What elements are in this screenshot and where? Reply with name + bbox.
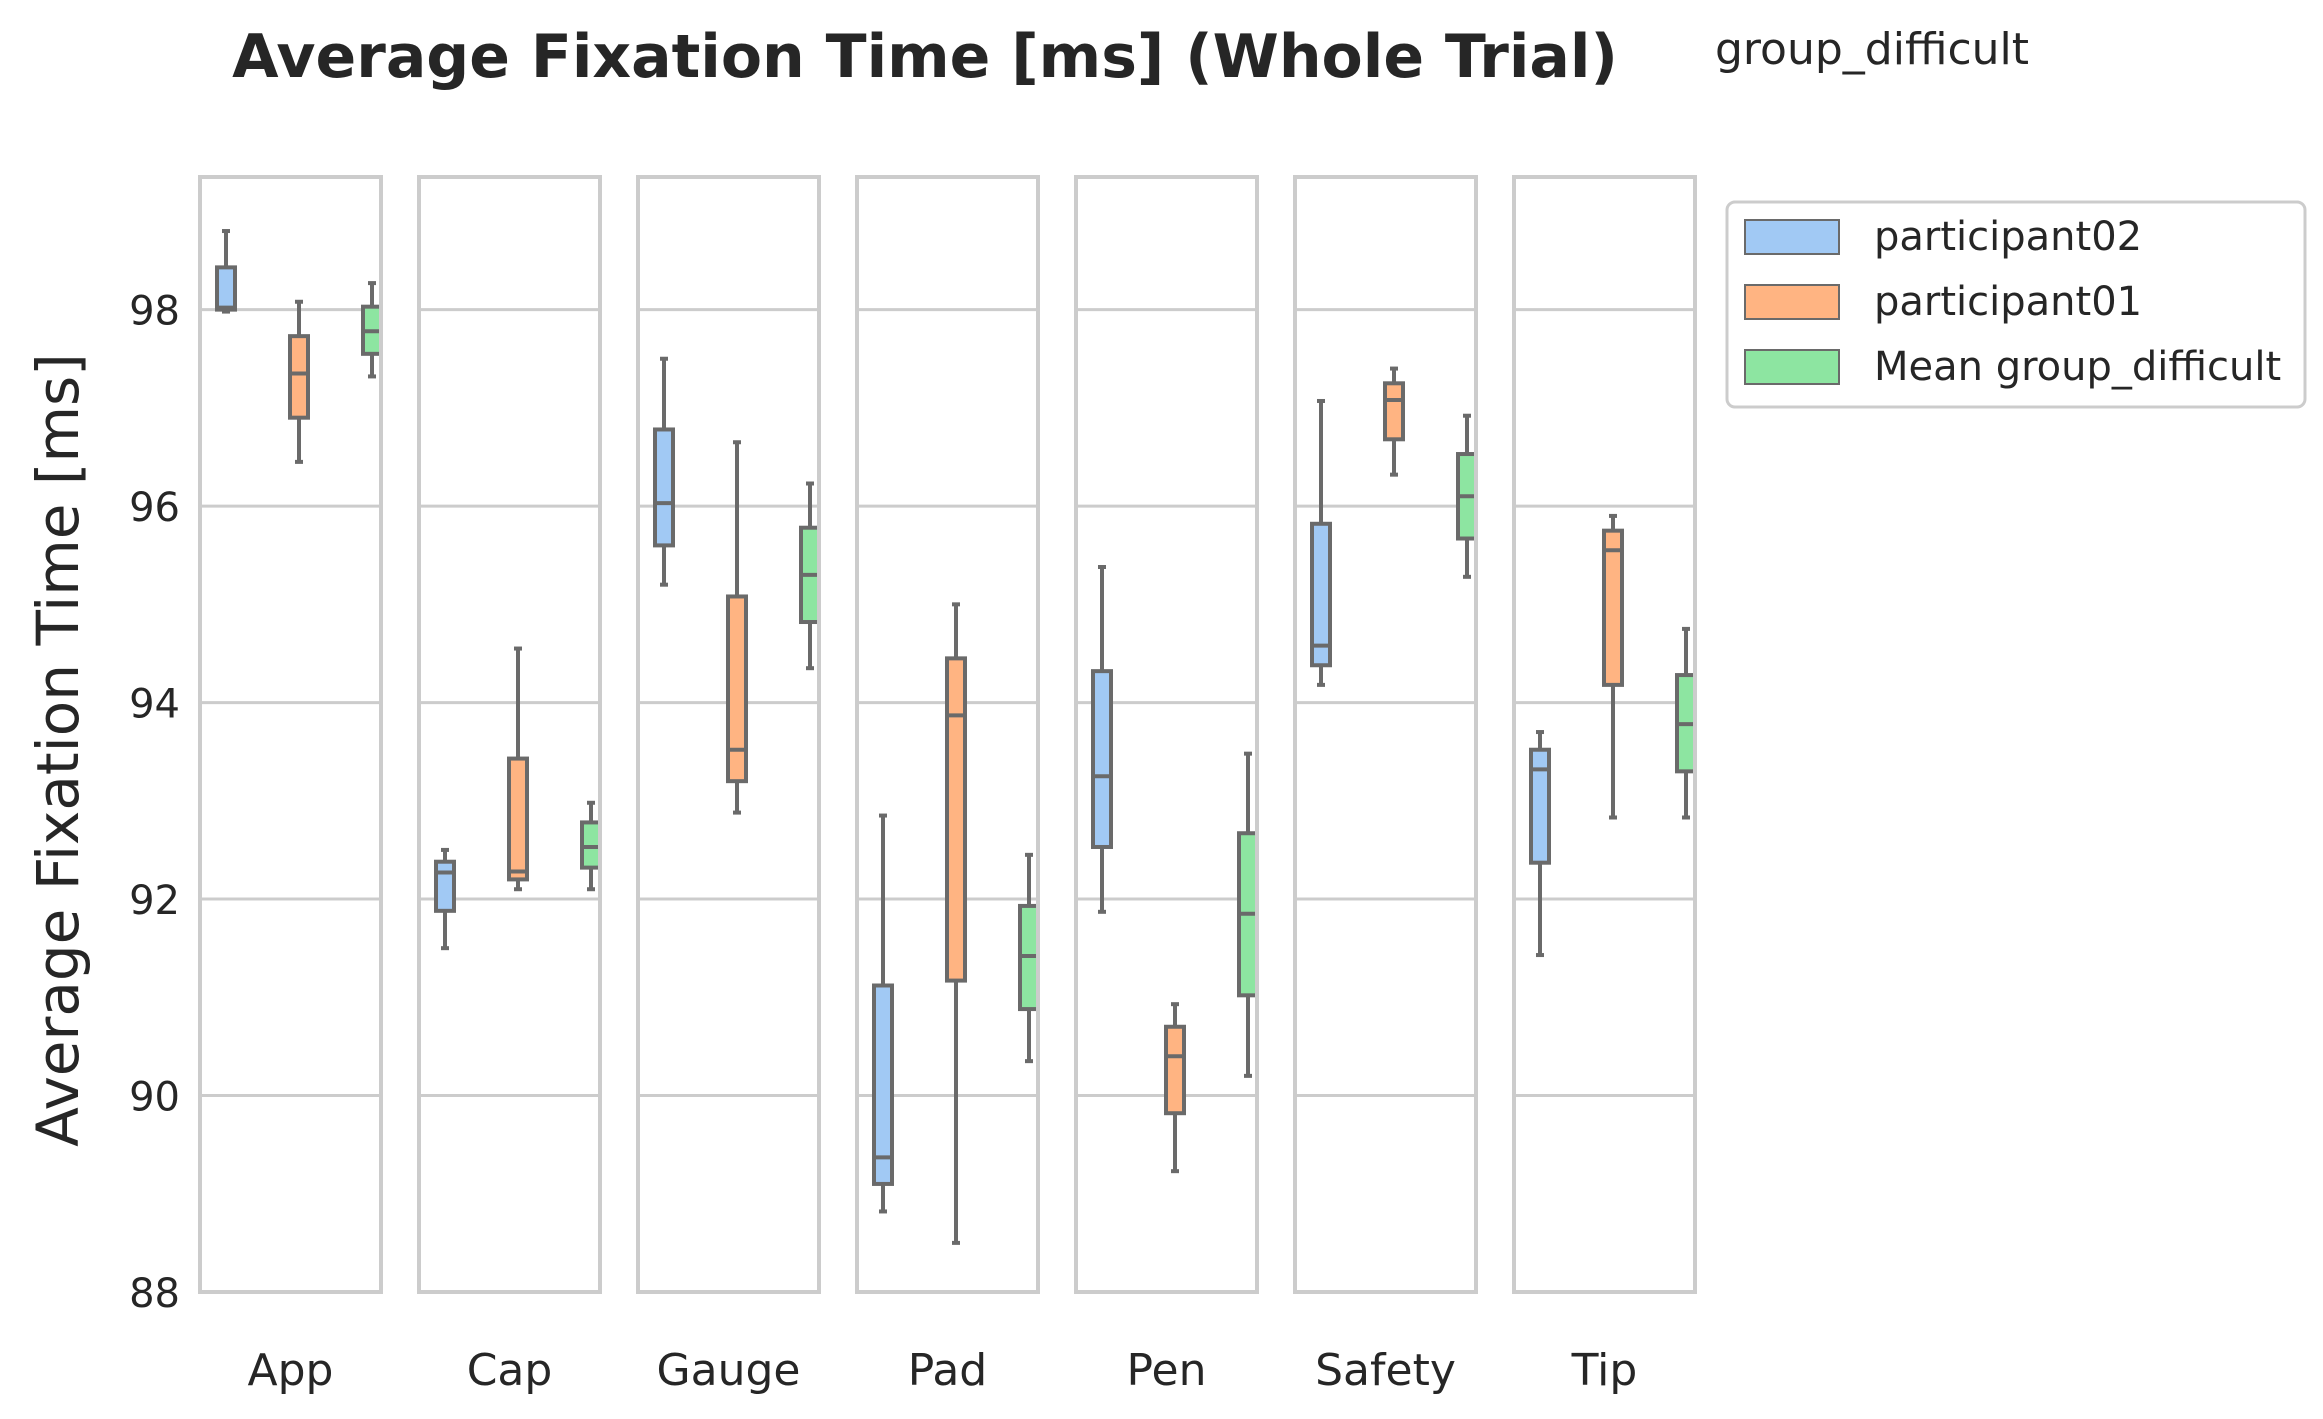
- panel-background: [419, 177, 600, 1292]
- box-body: [1602, 528, 1624, 687]
- y-tick-label: 96: [129, 485, 180, 531]
- legend-swatch: [1744, 284, 1840, 320]
- box-participant01-tip: [1602, 513, 1624, 820]
- facet-panel-pad: Pad: [855, 175, 1040, 1396]
- x-tick-label: Gauge: [657, 1345, 801, 1396]
- box-mean-group-difficult-tip: [1675, 626, 1697, 820]
- box-body: [288, 334, 310, 420]
- box-participant01-pad: [945, 602, 967, 1245]
- x-tick-label: Pen: [1127, 1345, 1207, 1396]
- x-tick-label: Tip: [1571, 1345, 1638, 1396]
- y-tick-label: 88: [129, 1271, 180, 1317]
- panel-border: [1074, 175, 1259, 1294]
- box-body: [653, 427, 675, 548]
- y-tick-label: 94: [129, 682, 180, 728]
- box-body: [945, 656, 967, 983]
- box-participant01-app: [288, 299, 310, 464]
- y-axis-ticks: 88 90 92 94 96 98: [129, 289, 180, 1317]
- panel-background: [1514, 177, 1695, 1292]
- y-tick-label: 92: [129, 878, 180, 924]
- box-participant01-cap: [507, 646, 529, 892]
- facet-panels: App Cap Gauge Pad Pen Safety Tip: [198, 175, 1697, 1396]
- chart-subtitle: group_difficult: [1715, 24, 2029, 75]
- box-body: [434, 859, 456, 913]
- box-participant01-gauge: [726, 440, 748, 815]
- box-body: [215, 265, 237, 312]
- panel-border: [636, 175, 821, 1294]
- y-axis-label: Average Fixation Time [ms]: [24, 353, 92, 1147]
- box-mean-group-difficult-pad: [1018, 852, 1040, 1064]
- chart-title: Average Fixation Time [ms] (Whole Trial): [232, 22, 1618, 92]
- panel-border: [417, 175, 602, 1294]
- box-body: [1164, 1024, 1186, 1116]
- facet-panel-safety: Safety: [1293, 175, 1478, 1396]
- facet-panel-gauge: Gauge: [636, 175, 821, 1396]
- box-participant02-cap: [434, 847, 456, 951]
- box-participant01-safety: [1383, 366, 1405, 477]
- x-tick-label: Cap: [467, 1345, 553, 1396]
- box-mean-group-difficult-pen: [1237, 751, 1259, 1078]
- facet-panel-tip: Tip: [1512, 175, 1697, 1396]
- box-body: [507, 756, 529, 882]
- y-tick-label: 98: [129, 289, 180, 335]
- facet-panel-cap: Cap: [417, 175, 602, 1396]
- panel-background: [1295, 177, 1476, 1292]
- legend: participant02 participant01 Mean group_dif…: [1725, 200, 2307, 409]
- legend-label: participant02: [1874, 214, 2142, 260]
- box-participant02-app: [215, 229, 237, 314]
- x-tick-label: Safety: [1315, 1345, 1456, 1396]
- legend-frame: [1725, 200, 2307, 409]
- legend-label: Mean group_difficult: [1874, 344, 2281, 390]
- x-tick-label: App: [248, 1345, 334, 1396]
- box-participant02-pen: [1091, 565, 1113, 914]
- box-participant01-pen: [1164, 1002, 1186, 1174]
- panel-border: [1512, 175, 1697, 1294]
- box-participant02-tip: [1529, 730, 1551, 958]
- box-body: [1091, 669, 1113, 849]
- panel-border: [855, 175, 1040, 1294]
- box-participant02-gauge: [653, 356, 675, 587]
- legend-label: participant01: [1874, 279, 2142, 325]
- legend-swatch: [1744, 349, 1840, 385]
- facet-panel-app: App: [198, 175, 383, 1396]
- y-tick-label: 90: [129, 1075, 180, 1121]
- legend-swatch: [1744, 219, 1840, 255]
- box-participant02-safety: [1310, 398, 1332, 687]
- box-body: [1383, 381, 1405, 442]
- box-body: [1529, 747, 1551, 865]
- box-body: [872, 983, 894, 1186]
- panel-border: [1293, 175, 1478, 1294]
- box-body: [1310, 521, 1332, 668]
- facet-panel-pen: Pen: [1074, 175, 1259, 1396]
- panel-border: [198, 175, 383, 1294]
- box-body: [726, 594, 748, 784]
- box-participant02-pad: [872, 813, 894, 1214]
- x-tick-label: Pad: [908, 1345, 987, 1396]
- box-mean-group-difficult-gauge: [799, 481, 821, 671]
